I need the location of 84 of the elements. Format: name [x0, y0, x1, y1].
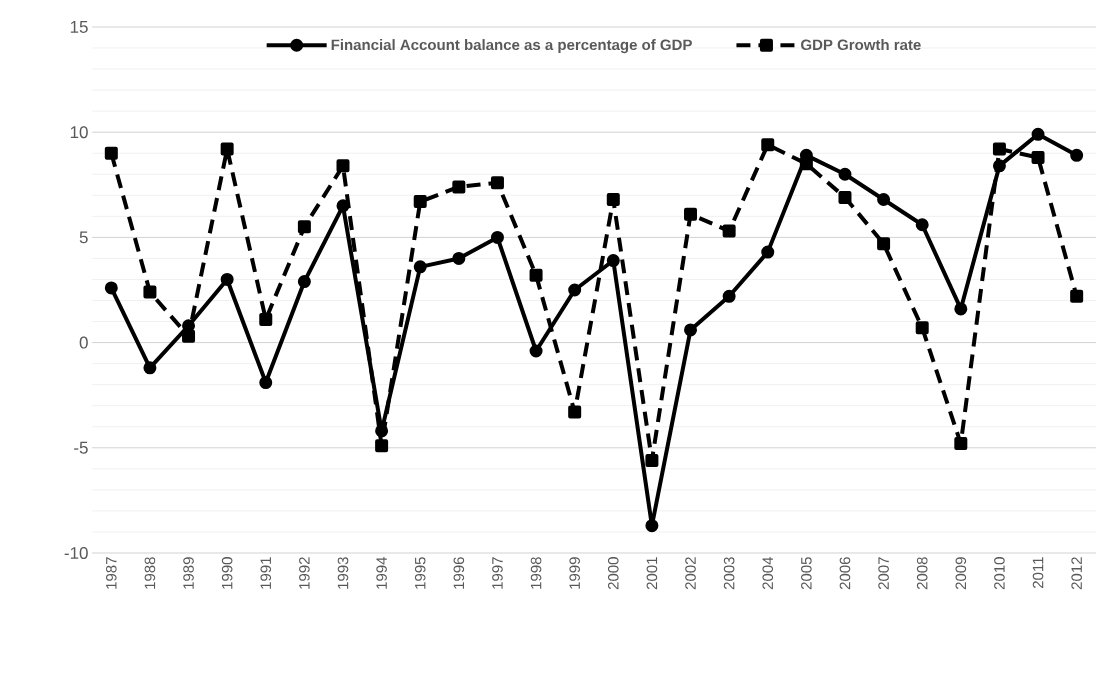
x-tick-label: 2006: [839, 557, 851, 590]
point: [877, 237, 891, 251]
x-tick-label: 1992: [299, 557, 310, 589]
point: [722, 289, 736, 303]
point: [413, 195, 427, 209]
x-tick-label: 2007: [878, 557, 889, 590]
point: [220, 142, 234, 156]
x-tick-label: 1993: [337, 557, 349, 589]
point: [259, 312, 273, 326]
point: [529, 268, 543, 282]
x-tick-label: 1994: [376, 556, 387, 589]
point: [1070, 289, 1084, 303]
y-tick-label: 15: [70, 21, 88, 33]
x-tick-label: 1989: [183, 557, 194, 589]
point: [684, 323, 698, 337]
point: [490, 176, 504, 190]
point: [1031, 127, 1045, 141]
point: [915, 218, 929, 232]
x-tick-label: 2004: [762, 556, 774, 590]
x-tick-label: 1997: [492, 557, 503, 589]
x-tick-label: 2000: [607, 557, 619, 590]
point: [568, 405, 582, 419]
x-tick-label: 2005: [801, 557, 812, 590]
legend-label: GDP Growth rate: [801, 39, 921, 51]
x-tick-label: 2010: [994, 557, 1005, 590]
x-tick-label: 2008: [916, 557, 928, 590]
point: [684, 207, 698, 221]
point: [992, 142, 1006, 156]
point: [375, 439, 389, 453]
point: [490, 230, 504, 244]
point: [992, 159, 1006, 173]
x-tick-label: 2001: [646, 557, 658, 590]
y-tick-label: 5: [79, 231, 88, 244]
point: [568, 283, 582, 297]
point: [838, 190, 852, 204]
y-tick-label: -5: [74, 441, 88, 454]
legend-label: Financial Account balance as a percentage of GDP: [331, 39, 692, 54]
x-tick-label: 2003: [723, 557, 735, 590]
point: [104, 146, 118, 160]
point: [336, 199, 350, 213]
point: [761, 245, 775, 259]
point: [336, 159, 350, 173]
x-tick-label: 1988: [144, 557, 156, 589]
y-tick-label: -10: [64, 546, 88, 560]
point: [645, 453, 659, 467]
point: [954, 437, 968, 451]
point: [799, 157, 813, 171]
point: [297, 275, 311, 289]
x-tick-label: 1996: [453, 557, 465, 589]
point: [413, 260, 427, 274]
y-tick-label: 0: [79, 336, 88, 349]
point: [104, 281, 118, 295]
point: [838, 167, 852, 181]
x-tick-label: 2002: [685, 557, 696, 590]
point: [1070, 148, 1084, 162]
x-tick-label: 1999: [569, 557, 580, 589]
point: [375, 424, 389, 438]
point: [722, 224, 736, 238]
point: [761, 138, 775, 152]
point: [143, 285, 157, 299]
point: [452, 251, 466, 265]
y-tick-label: 10: [70, 126, 88, 139]
point: [220, 272, 234, 286]
x-tick-label: 1991: [260, 557, 272, 589]
point: [877, 193, 891, 207]
point: [915, 321, 929, 335]
x-tick-label: 1990: [221, 557, 233, 589]
x-tick-label: 2011: [1032, 557, 1044, 589]
x-tick-label: 2009: [955, 557, 967, 590]
point: [529, 344, 543, 358]
x-tick-label: 1987: [106, 557, 117, 589]
x-tick-label: 1995: [414, 557, 426, 589]
x-tick-label: 2012: [1071, 557, 1082, 590]
point: [259, 376, 273, 390]
point: [143, 361, 157, 375]
point: [606, 254, 620, 268]
point: [182, 329, 196, 343]
x-tick-label: 1998: [530, 557, 542, 589]
point: [297, 220, 311, 234]
point: [1031, 150, 1045, 164]
point: [606, 193, 620, 207]
point: [452, 180, 466, 194]
point: [645, 519, 659, 533]
point: [954, 302, 968, 316]
